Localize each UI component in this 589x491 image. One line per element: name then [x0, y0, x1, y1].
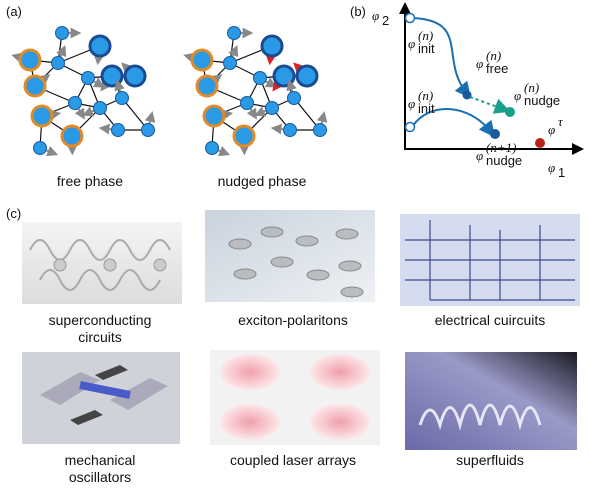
node [287, 91, 301, 105]
math-sub: init [418, 101, 435, 116]
image-superfluids [405, 352, 577, 450]
math-sup: (n+1) [486, 140, 516, 155]
caption: electrical cuircuits [435, 312, 545, 328]
node [202, 104, 226, 128]
node [295, 64, 319, 88]
math-sub: init [418, 41, 435, 56]
node [60, 124, 84, 148]
node [18, 48, 42, 72]
image-lasers [210, 350, 380, 445]
node [190, 48, 214, 72]
math-sup: (n) [486, 48, 501, 63]
node [283, 123, 297, 137]
caption: nudged phase [218, 173, 307, 189]
node [111, 123, 125, 137]
math-sup: (n) [524, 80, 539, 95]
network-nudged [183, 26, 328, 157]
image-polaritons [205, 210, 375, 302]
trajectories [404, 12, 545, 148]
panel-label: (c) [6, 206, 21, 221]
math-sup: (n) [418, 88, 433, 103]
node [260, 34, 284, 58]
node [100, 64, 124, 88]
node [232, 124, 256, 148]
node [195, 74, 219, 98]
math-base: φ [476, 148, 483, 163]
node [265, 101, 279, 115]
node [115, 91, 129, 105]
image-mechanical [22, 352, 180, 444]
node [253, 71, 267, 85]
node [68, 96, 82, 110]
panel-label: (a) [6, 4, 22, 19]
node [223, 56, 237, 70]
math-sup: τ [558, 114, 564, 129]
network-free [11, 26, 156, 157]
node [51, 56, 65, 70]
node [313, 123, 327, 137]
caption: mechanical [65, 452, 136, 468]
math-base: φ [548, 160, 555, 175]
caption: coupled laser arrays [230, 452, 356, 468]
math-base: φ [372, 8, 379, 23]
caption: superconducting [49, 312, 152, 328]
math-sub: 2 [382, 13, 389, 28]
node [33, 141, 47, 155]
math-base: φ [408, 96, 415, 111]
math-sub: 1 [558, 165, 565, 180]
caption: oscillators [69, 469, 131, 485]
node [93, 101, 107, 115]
node [205, 141, 219, 155]
image-electrical [400, 214, 580, 306]
caption: exciton-polaritons [238, 312, 348, 328]
node [55, 26, 69, 40]
caption: free phase [57, 173, 123, 189]
node [123, 64, 147, 88]
panel-label: (b) [350, 4, 366, 19]
image-superconducting [22, 222, 182, 304]
node [88, 34, 112, 58]
node [272, 64, 296, 88]
node [227, 26, 241, 40]
node [23, 74, 47, 98]
math-base: φ [476, 56, 483, 71]
math-base: φ [514, 88, 521, 103]
math-base: φ [408, 36, 415, 51]
caption: superfluids [456, 452, 524, 468]
math-sub: nudge [486, 153, 522, 168]
node [30, 104, 54, 128]
math-labels: φ 2φ 1φ(n)initφ(n)freeφ(n)nudgeφ(n)initφ(n… [372, 8, 565, 180]
math-sub: free [486, 61, 508, 76]
math-sup: (n) [418, 28, 433, 43]
node [81, 71, 95, 85]
math-sub: nudge [524, 93, 560, 108]
node [141, 123, 155, 137]
node [240, 96, 254, 110]
caption: circuits [78, 329, 122, 345]
math-base: φ [548, 122, 555, 137]
